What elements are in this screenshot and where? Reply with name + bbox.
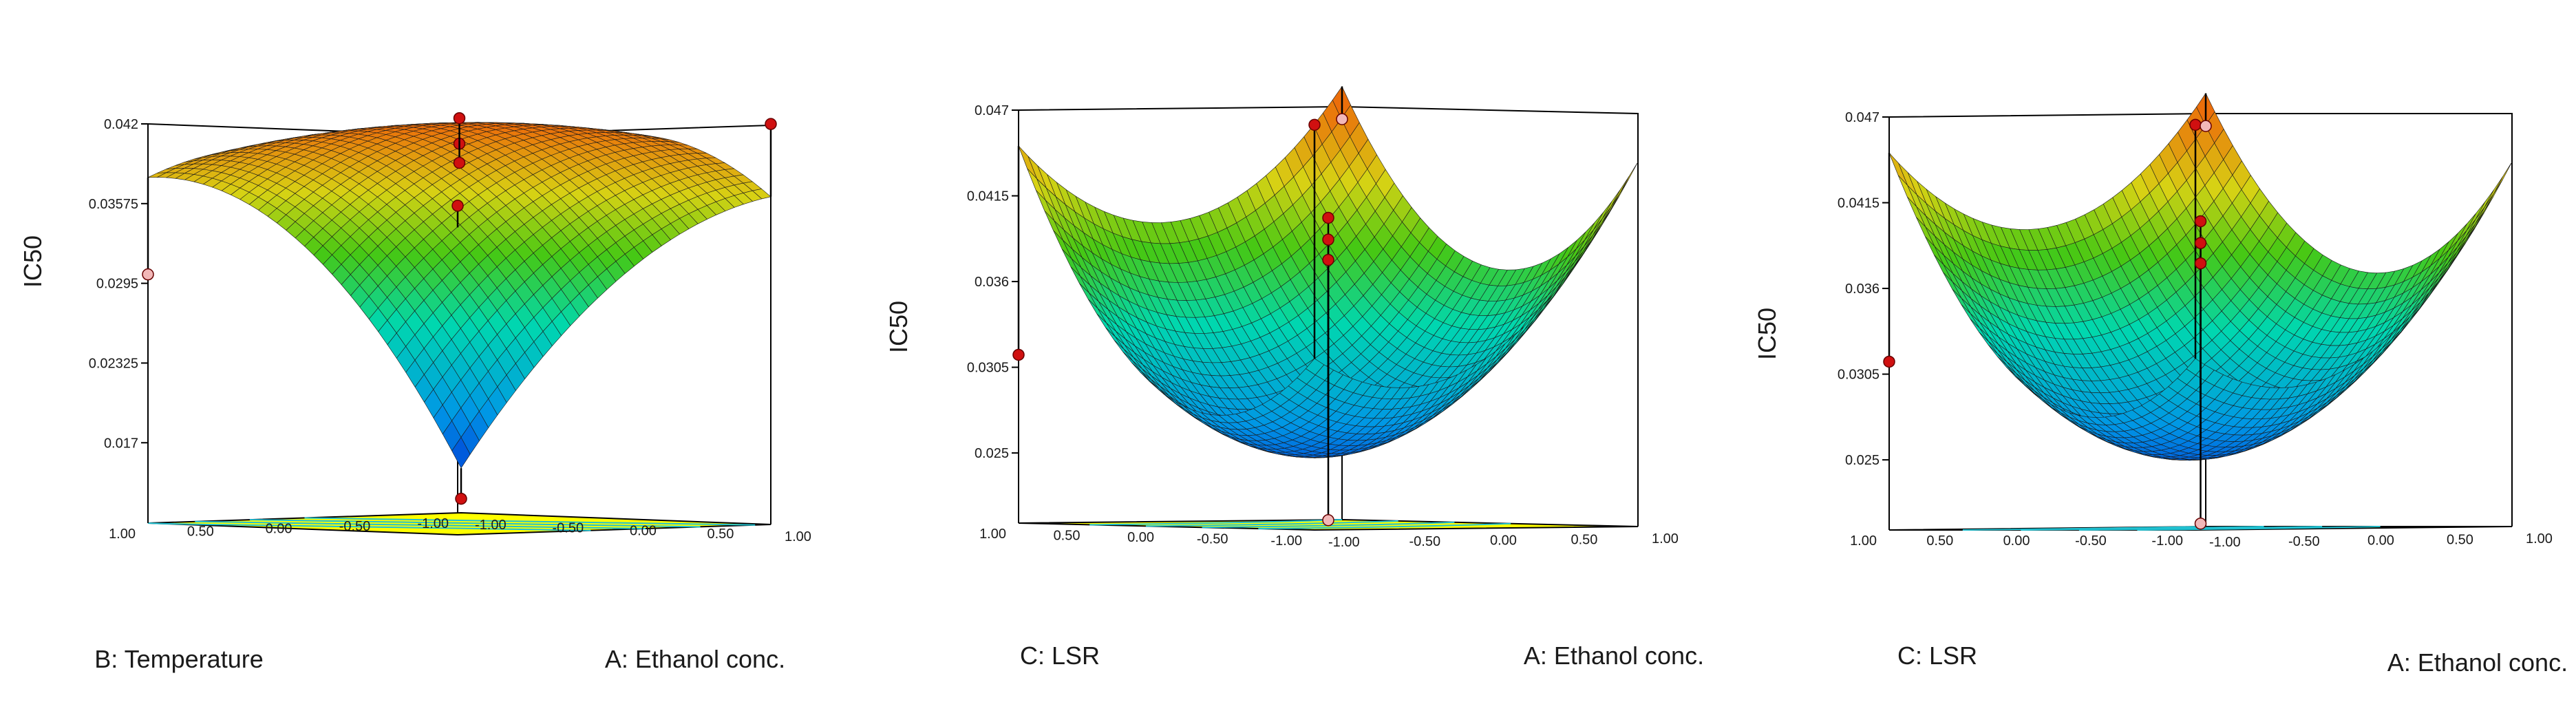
surface-plot-2: 0.025 0.0305 0.036 0.0415 0.047 IC50 1.00 0.50 0… bbox=[884, 87, 1704, 670]
y-tick-label: 0.50 bbox=[187, 524, 214, 539]
surface-cell bbox=[2484, 176, 2503, 207]
design-point bbox=[1323, 212, 1334, 223]
x-tick-label: -0.50 bbox=[1409, 534, 1441, 549]
x-tick-label: -1.00 bbox=[2209, 535, 2241, 550]
x-tick-label: 0.50 bbox=[707, 527, 734, 542]
y-tick-label: 0.50 bbox=[1054, 529, 1081, 544]
z-axis: 0.025 0.0305 0.036 0.0415 0.047 bbox=[967, 103, 1019, 523]
z-axis: 0.017 0.02325 0.0295 0.03575 0.042 bbox=[89, 117, 148, 523]
z-tick-label: 0.02325 bbox=[89, 356, 138, 371]
y-tick-label: 0.00 bbox=[1127, 530, 1154, 545]
design-point bbox=[1309, 119, 1320, 130]
z-tick-label: 0.0305 bbox=[967, 361, 1009, 376]
z-tick-label: 0.0295 bbox=[96, 277, 138, 292]
surface-cell bbox=[1602, 189, 1621, 219]
z-tick-label: 0.0415 bbox=[967, 189, 1009, 204]
surface-cell bbox=[2476, 194, 2494, 224]
y-tick-label: 0.50 bbox=[1926, 533, 1953, 549]
design-point bbox=[2195, 215, 2206, 226]
z-tick-label: 0.036 bbox=[1845, 282, 1880, 297]
design-point bbox=[142, 269, 153, 280]
surface-cell bbox=[1611, 176, 1630, 207]
design-point bbox=[1884, 356, 1895, 367]
design-point bbox=[2195, 258, 2206, 269]
z-axis-label: IC50 bbox=[1753, 308, 1781, 360]
x-tick-label: -0.50 bbox=[2288, 534, 2320, 549]
x-tick-label: 0.00 bbox=[2367, 533, 2394, 549]
z-tick-label: 0.025 bbox=[975, 446, 1009, 461]
surface-mesh bbox=[148, 123, 771, 468]
z-axis-label: IC50 bbox=[19, 235, 47, 288]
x-tick-label: 1.00 bbox=[1652, 531, 1679, 546]
z-axis: 0.025 0.0305 0.036 0.0415 0.047 bbox=[1838, 110, 1889, 530]
surface-cell bbox=[1593, 206, 1611, 235]
z-tick-label: 0.0305 bbox=[1838, 368, 1880, 383]
y-tick-label: 1.00 bbox=[109, 527, 136, 542]
z-tick-label: 0.03575 bbox=[89, 197, 138, 212]
design-point bbox=[454, 113, 465, 124]
design-point bbox=[2195, 237, 2206, 248]
design-point bbox=[1323, 515, 1334, 526]
design-point bbox=[2200, 120, 2211, 131]
y-tick-label: 0.00 bbox=[2003, 533, 2030, 549]
design-point bbox=[2190, 119, 2201, 130]
x-tick-label: -1.00 bbox=[475, 518, 507, 533]
y-axis-label: C: LSR bbox=[1020, 641, 1100, 670]
x-tick-label: -1.00 bbox=[1328, 535, 1360, 550]
design-point bbox=[1323, 255, 1334, 266]
y-tick-label: -0.50 bbox=[1197, 532, 1228, 547]
x-tick-label: 0.00 bbox=[630, 524, 657, 539]
surface-cell bbox=[2493, 162, 2512, 193]
z-axis-label: IC50 bbox=[884, 301, 913, 353]
x-tick-label: 0.00 bbox=[1490, 533, 1517, 549]
design-point bbox=[2195, 518, 2206, 529]
y-axis-label: B: Temperature bbox=[94, 645, 263, 673]
x-axis-label: A: Ethanol conc. bbox=[1524, 641, 1704, 670]
y-tick-label: 1.00 bbox=[1850, 533, 1877, 549]
x-axis-label: A: Ethanol conc. bbox=[605, 645, 785, 673]
x-tick-label: 0.50 bbox=[1571, 532, 1598, 547]
y-tick-label: -1.00 bbox=[1270, 533, 1302, 549]
z-tick-label: 0.025 bbox=[1845, 453, 1880, 468]
y-tick-label: 0.00 bbox=[266, 522, 292, 537]
surface-cell bbox=[1594, 202, 1612, 230]
design-point bbox=[454, 158, 465, 169]
y-tick-label: 1.00 bbox=[979, 527, 1006, 542]
y-tick-label: -0.50 bbox=[2075, 533, 2107, 549]
z-tick-label: 0.047 bbox=[975, 103, 1009, 118]
design-point bbox=[1337, 114, 1348, 125]
z-tick-label: 0.047 bbox=[1845, 110, 1880, 125]
x-tick-label: 0.50 bbox=[2447, 532, 2473, 547]
z-tick-label: 0.017 bbox=[104, 436, 138, 451]
y-tick-label: -1.00 bbox=[417, 516, 449, 531]
design-point bbox=[1013, 349, 1024, 360]
design-point bbox=[456, 494, 467, 505]
y-axis-label: C: LSR bbox=[1897, 641, 1977, 670]
z-tick-label: 0.0415 bbox=[1838, 196, 1880, 211]
x-tick-label: -0.50 bbox=[553, 520, 584, 535]
x-tick-label: 1.00 bbox=[2526, 531, 2553, 546]
z-tick-label: 0.042 bbox=[104, 117, 138, 132]
design-point bbox=[452, 200, 463, 211]
x-axis-label: A: Ethanol conc. bbox=[2387, 648, 2568, 677]
surface-plot-3: 0.025 0.0305 0.036 0.0415 0.047 IC50 1.00 0.50 0… bbox=[1753, 94, 2568, 677]
y-tick-label: -1.00 bbox=[2151, 533, 2183, 549]
design-point bbox=[1323, 234, 1334, 245]
x-tick-label: 1.00 bbox=[785, 529, 811, 544]
surface-cell bbox=[2476, 190, 2494, 220]
surface-plot-1: 0.017 0.02325 0.0295 0.03575 0.042 IC50 1.00 0.… bbox=[19, 113, 811, 673]
y-tick-label: -0.50 bbox=[339, 519, 371, 534]
design-point bbox=[765, 118, 776, 129]
z-tick-label: 0.036 bbox=[975, 275, 1009, 290]
